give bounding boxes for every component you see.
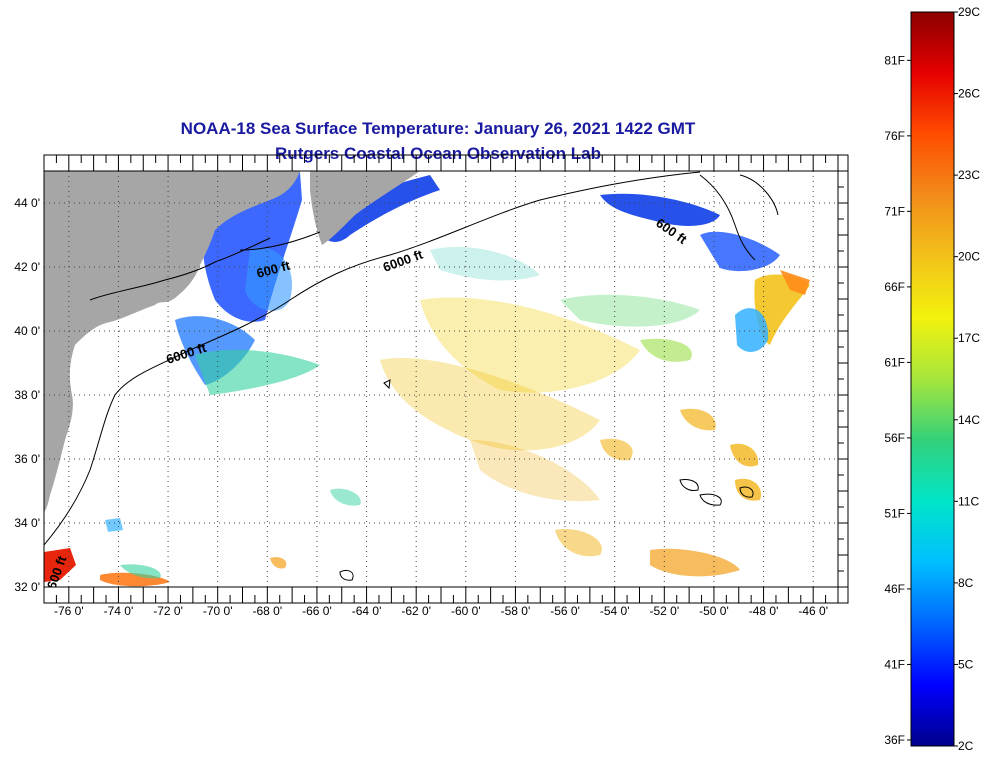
lat-tick-label: 34 0' — [14, 516, 40, 530]
lat-tick-label: 44 0' — [14, 196, 40, 210]
colorbar-fahrenheit-label: 56F — [884, 431, 905, 445]
colorbar-fahrenheit-label: 66F — [884, 280, 905, 294]
colorbar-fahrenheit-label: 81F — [884, 53, 905, 67]
colorbar-fahrenheit-label: 51F — [884, 506, 905, 520]
lon-tick-label: -46 0' — [798, 604, 828, 618]
colorbar-fahrenheit-label: 71F — [884, 204, 905, 218]
colorbar-celsius-label: 5C — [958, 657, 974, 671]
lon-tick-label: -64 0' — [352, 604, 382, 618]
land-mass — [44, 171, 420, 512]
lon-tick-label: -50 0' — [699, 604, 729, 618]
lon-tick-label: -76 0' — [54, 604, 84, 618]
colorbar-celsius-label: 26C — [958, 87, 980, 101]
colorbar-celsius-label: 20C — [958, 250, 980, 264]
lat-tick-label: 32 0' — [14, 580, 40, 594]
colorbar-celsius-label: 17C — [958, 331, 980, 345]
lon-tick-label: -54 0' — [600, 604, 630, 618]
sst-data-layer — [44, 172, 810, 587]
depth-contours — [44, 171, 779, 581]
colorbar-fahrenheit-label: 46F — [884, 582, 905, 596]
temperature-colorbar: 29C 26C 23C 20C 17C 14C 11C 8C 5C 2C 81F 76F 71F 66F 6… — [884, 5, 980, 753]
colorbar-celsius-label: 29C — [958, 5, 980, 19]
colorbar-celsius-label: 14C — [958, 413, 980, 427]
lon-tick-label: -62 0' — [401, 604, 431, 618]
lon-tick-label: -58 0' — [501, 604, 531, 618]
colorbar-celsius-label: 11C — [958, 494, 979, 508]
lat-tick-label: 40 0' — [14, 324, 40, 338]
lon-tick-label: -74 0' — [104, 604, 134, 618]
lon-tick-label: -68 0' — [252, 604, 282, 618]
colorbar-fahrenheit-label: 61F — [884, 355, 905, 369]
colorbar-fahrenheit-label: 36F — [884, 733, 905, 747]
lon-tick-label: -52 0' — [649, 604, 679, 618]
lon-tick-label: -56 0' — [550, 604, 580, 618]
map-title: NOAA-18 Sea Surface Temperature: January… — [180, 119, 696, 138]
map-subtitle: Rutgers Coastal Ocean Observation Lab — [275, 144, 601, 163]
lon-tick-label: -60 0' — [451, 604, 481, 618]
lon-tick-label: -66 0' — [302, 604, 332, 618]
lon-tick-label: -72 0' — [153, 604, 183, 618]
lat-tick-label: 42 0' — [14, 260, 40, 274]
map-frame — [43, 154, 849, 604]
colorbar-celsius-label: 8C — [958, 576, 974, 590]
map-area: 600 ft 6000 ft 6000 ft 600 ft 600 ft — [44, 171, 838, 587]
lon-tick-label: -48 0' — [749, 604, 779, 618]
colorbar-fahrenheit-label: 41F — [884, 657, 905, 671]
colorbar-fahrenheit-label: 76F — [884, 129, 905, 143]
map-tick-labels: -76 0' -74 0' -72 0' -70 0' -68 0' -66 0' -64 … — [14, 196, 828, 618]
colorbar-celsius-label: 23C — [958, 168, 980, 182]
lon-tick-label: -70 0' — [203, 604, 233, 618]
lat-tick-label: 36 0' — [14, 452, 40, 466]
lat-tick-label: 38 0' — [14, 388, 40, 402]
colorbar-celsius-label: 2C — [958, 739, 974, 753]
